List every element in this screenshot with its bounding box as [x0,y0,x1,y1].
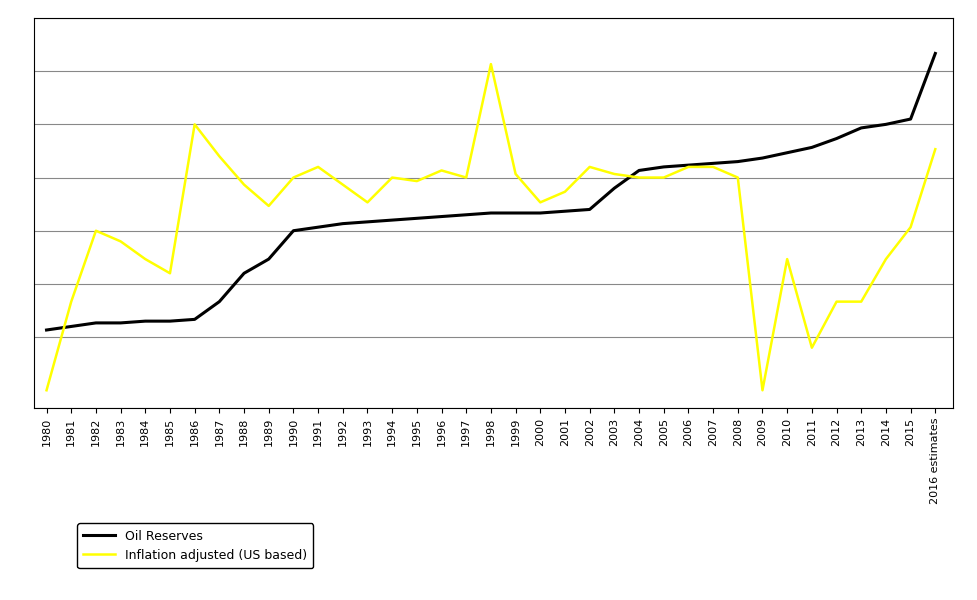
Oil Reserves [411,215,423,222]
Inflation adjusted (US based) [880,256,892,263]
Inflation adjusted (US based) [164,269,176,277]
Inflation adjusted (US based) [707,163,719,170]
Inflation adjusted (US based) [485,61,496,68]
Oil Reserves [337,220,349,227]
Inflation adjusted (US based) [41,386,53,394]
Inflation adjusted (US based) [584,163,596,170]
Line: Oil Reserves: Oil Reserves [47,53,935,330]
Oil Reserves [90,319,102,326]
Inflation adjusted (US based) [782,256,793,263]
Inflation adjusted (US based) [534,199,546,206]
Oil Reserves [633,167,645,174]
Oil Reserves [534,209,546,217]
Oil Reserves [782,149,793,157]
Inflation adjusted (US based) [386,174,398,181]
Inflation adjusted (US based) [65,298,77,305]
Inflation adjusted (US based) [732,174,743,181]
Inflation adjusted (US based) [436,167,447,174]
Oil Reserves [609,185,620,192]
Inflation adjusted (US based) [361,199,373,206]
Inflation adjusted (US based) [510,170,522,178]
Oil Reserves [707,160,719,167]
Inflation adjusted (US based) [140,256,151,263]
Oil Reserves [214,298,226,305]
Inflation adjusted (US based) [337,181,349,188]
Inflation adjusted (US based) [830,298,842,305]
Inflation adjusted (US based) [214,152,226,160]
Oil Reserves [361,218,373,226]
Oil Reserves [65,323,77,330]
Oil Reserves [830,135,842,142]
Inflation adjusted (US based) [411,178,423,185]
Oil Reserves [806,144,818,151]
Oil Reserves [386,217,398,224]
Oil Reserves [313,224,324,231]
Oil Reserves [189,316,200,323]
Inflation adjusted (US based) [287,174,299,181]
Inflation adjusted (US based) [189,121,200,128]
Oil Reserves [856,124,868,131]
Legend: Oil Reserves, Inflation adjusted (US based): Oil Reserves, Inflation adjusted (US bas… [77,523,313,568]
Oil Reserves [510,209,522,217]
Oil Reserves [929,50,941,57]
Oil Reserves [287,227,299,235]
Oil Reserves [658,163,669,170]
Oil Reserves [164,317,176,325]
Inflation adjusted (US based) [263,202,275,209]
Inflation adjusted (US based) [609,170,620,178]
Inflation adjusted (US based) [756,386,768,394]
Inflation adjusted (US based) [658,174,669,181]
Inflation adjusted (US based) [856,298,868,305]
Oil Reserves [41,326,53,334]
Inflation adjusted (US based) [633,174,645,181]
Inflation adjusted (US based) [313,163,324,170]
Oil Reserves [114,319,126,326]
Inflation adjusted (US based) [90,227,102,235]
Oil Reserves [140,317,151,325]
Inflation adjusted (US based) [460,174,472,181]
Inflation adjusted (US based) [114,238,126,245]
Oil Reserves [485,209,496,217]
Inflation adjusted (US based) [929,146,941,153]
Inflation adjusted (US based) [238,181,250,188]
Inflation adjusted (US based) [905,224,916,231]
Inflation adjusted (US based) [806,344,818,352]
Oil Reserves [436,213,447,220]
Oil Reserves [238,269,250,277]
Oil Reserves [880,121,892,128]
Line: Inflation adjusted (US based): Inflation adjusted (US based) [47,64,935,390]
Oil Reserves [460,211,472,218]
Oil Reserves [756,154,768,161]
Oil Reserves [905,115,916,122]
Inflation adjusted (US based) [559,188,571,196]
Oil Reserves [683,161,695,169]
Inflation adjusted (US based) [683,163,695,170]
Oil Reserves [263,256,275,263]
Oil Reserves [732,158,743,165]
Oil Reserves [559,208,571,215]
Oil Reserves [584,206,596,213]
